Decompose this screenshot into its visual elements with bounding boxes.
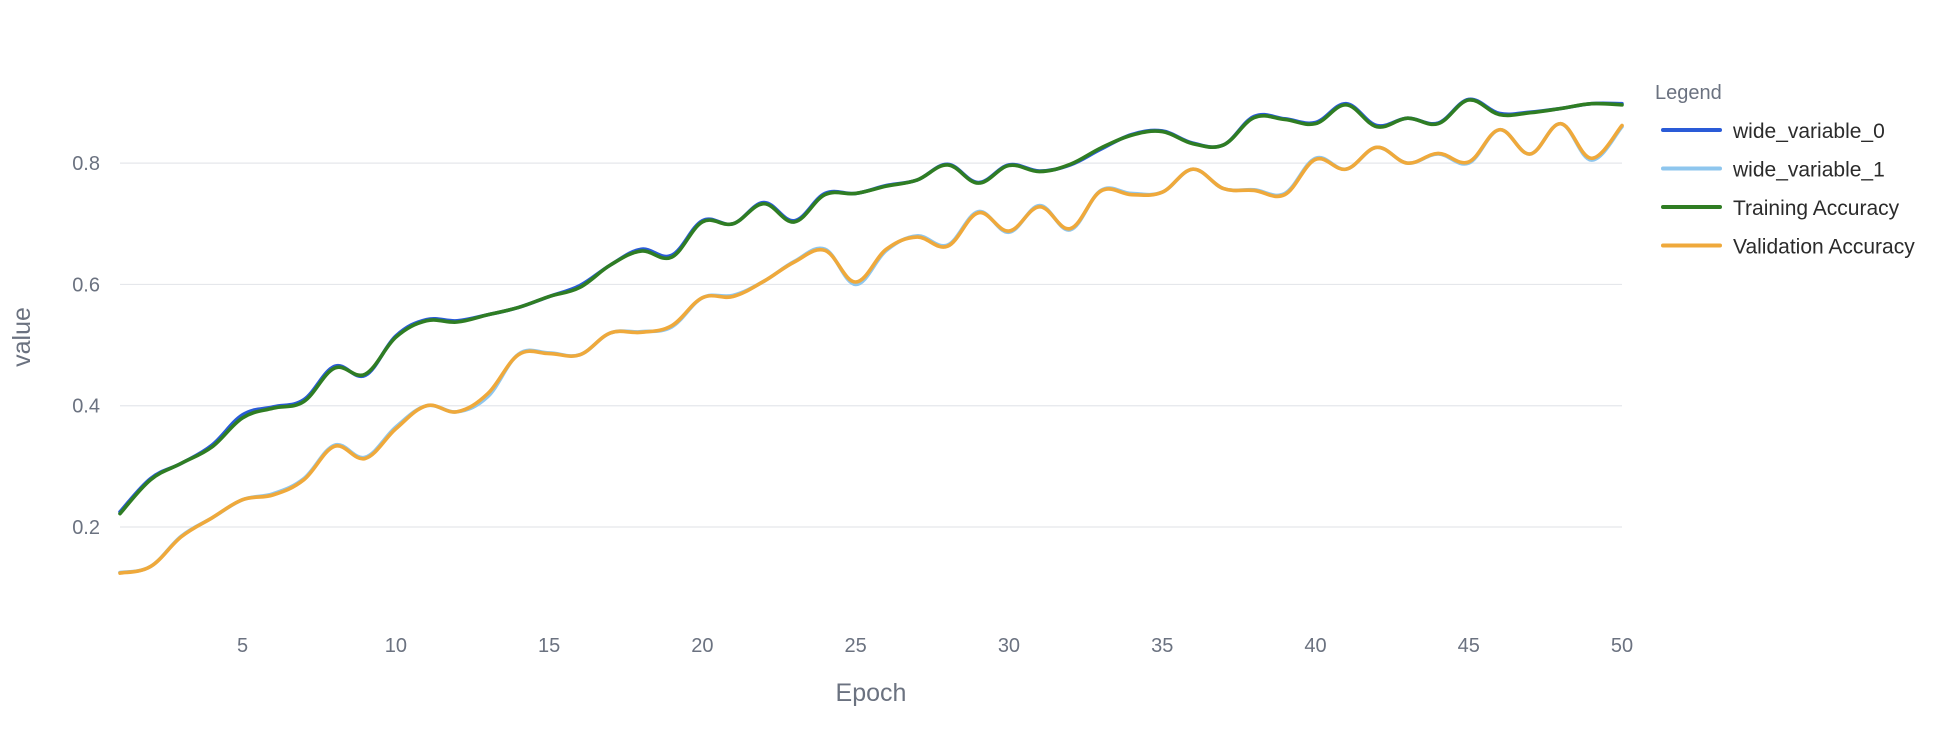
- y-tick-label: 0.2: [72, 517, 100, 539]
- y-axis-ticks: 0.2 0.4 0.6 0.8: [72, 153, 100, 539]
- legend-items: wide_variable_0 wide_variable_1 Training A…: [1661, 120, 1915, 259]
- x-tick-label: 5: [237, 635, 248, 657]
- grid: [120, 162, 1622, 528]
- x-tick-label: 35: [1151, 635, 1173, 657]
- series-line-validation-accuracy: [118, 121, 1624, 575]
- y-tick-label: 0.4: [72, 396, 100, 418]
- legend-label: wide_variable_0: [1732, 120, 1885, 143]
- x-axis-title: Epoch: [836, 679, 907, 707]
- legend-label: Validation Accuracy: [1733, 236, 1915, 259]
- legend-label: wide_variable_1: [1732, 159, 1885, 182]
- x-tick-label: 15: [538, 635, 560, 657]
- x-tick-label: 50: [1611, 635, 1633, 657]
- x-tick-label: 40: [1304, 635, 1326, 657]
- series-lines: [118, 97, 1624, 575]
- x-tick-label: 45: [1458, 635, 1480, 657]
- y-tick-label: 0.8: [72, 153, 100, 175]
- y-tick-label: 0.6: [72, 274, 100, 296]
- x-tick-label: 10: [385, 635, 407, 657]
- x-axis-ticks: 5 10 15 20 25 30 35 40 45 50: [237, 635, 1633, 657]
- y-axis-title: value: [8, 307, 36, 367]
- series-line-training-accuracy: [118, 98, 1624, 516]
- legend-label: Training Accuracy: [1733, 197, 1900, 220]
- x-tick-label: 25: [845, 635, 867, 657]
- legend: Legend wide_variable_0 wide_variable_1 Tra…: [1655, 82, 1915, 259]
- x-tick-label: 30: [998, 635, 1020, 657]
- x-tick-label: 20: [691, 635, 713, 657]
- legend-title: Legend: [1655, 82, 1722, 104]
